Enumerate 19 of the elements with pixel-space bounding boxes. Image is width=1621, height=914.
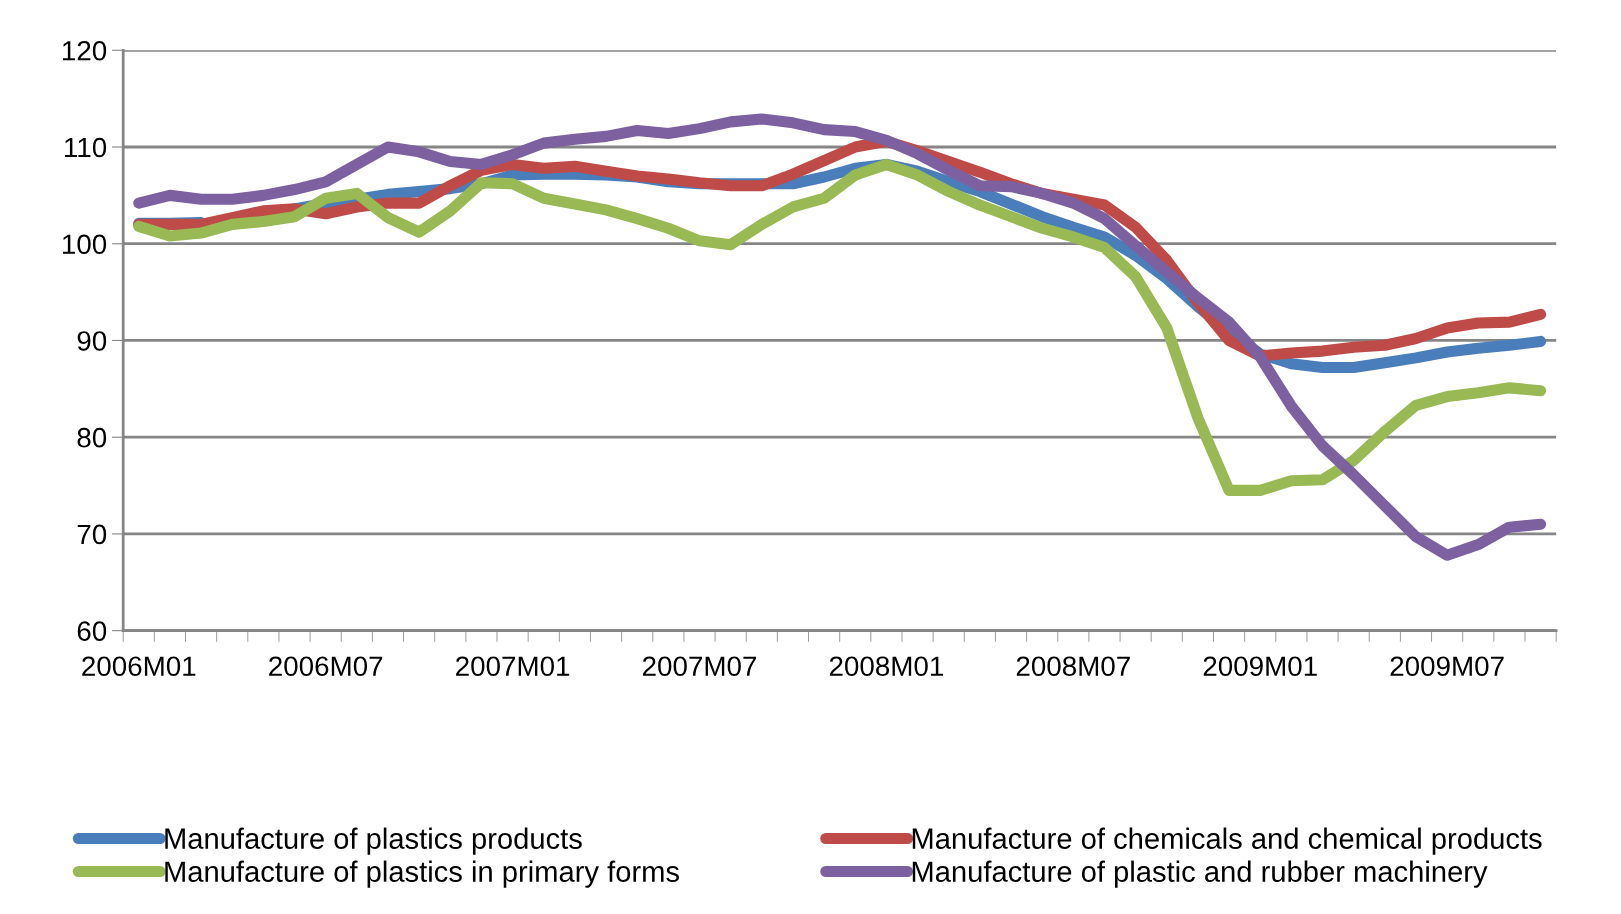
- legend-label: Manufacture of plastics in primary forms: [165, 860, 679, 888]
- y-tick-label: 60: [77, 621, 107, 641]
- y-tick-label: 90: [77, 331, 107, 351]
- y-tick-label: 100: [63, 234, 107, 255]
- legend-label: Manufacture of chemicals and chemical products: [912, 827, 1542, 855]
- y-tick-label: 120: [63, 40, 107, 61]
- x-tick-label: 2007M07: [642, 656, 757, 677]
- y-tick-label: 110: [65, 137, 107, 158]
- legend-label: Manufacture of plastic and rubber machinery: [912, 860, 1488, 888]
- legend-label: Manufacture of plastics products: [165, 827, 582, 855]
- x-tick-label: 2007M01: [456, 656, 570, 677]
- y-tick-label: 70: [77, 524, 107, 545]
- x-tick-label: 2008M07: [1016, 656, 1130, 677]
- x-tick-label: 2009M01: [1203, 656, 1317, 677]
- y-tick-label: 80: [77, 427, 107, 448]
- x-tick-label: 2006M07: [269, 656, 383, 677]
- x-tick-label: 2006M01: [82, 656, 196, 677]
- x-tick-label: 2009M07: [1390, 656, 1504, 677]
- x-tick-label: 2008M01: [829, 656, 943, 677]
